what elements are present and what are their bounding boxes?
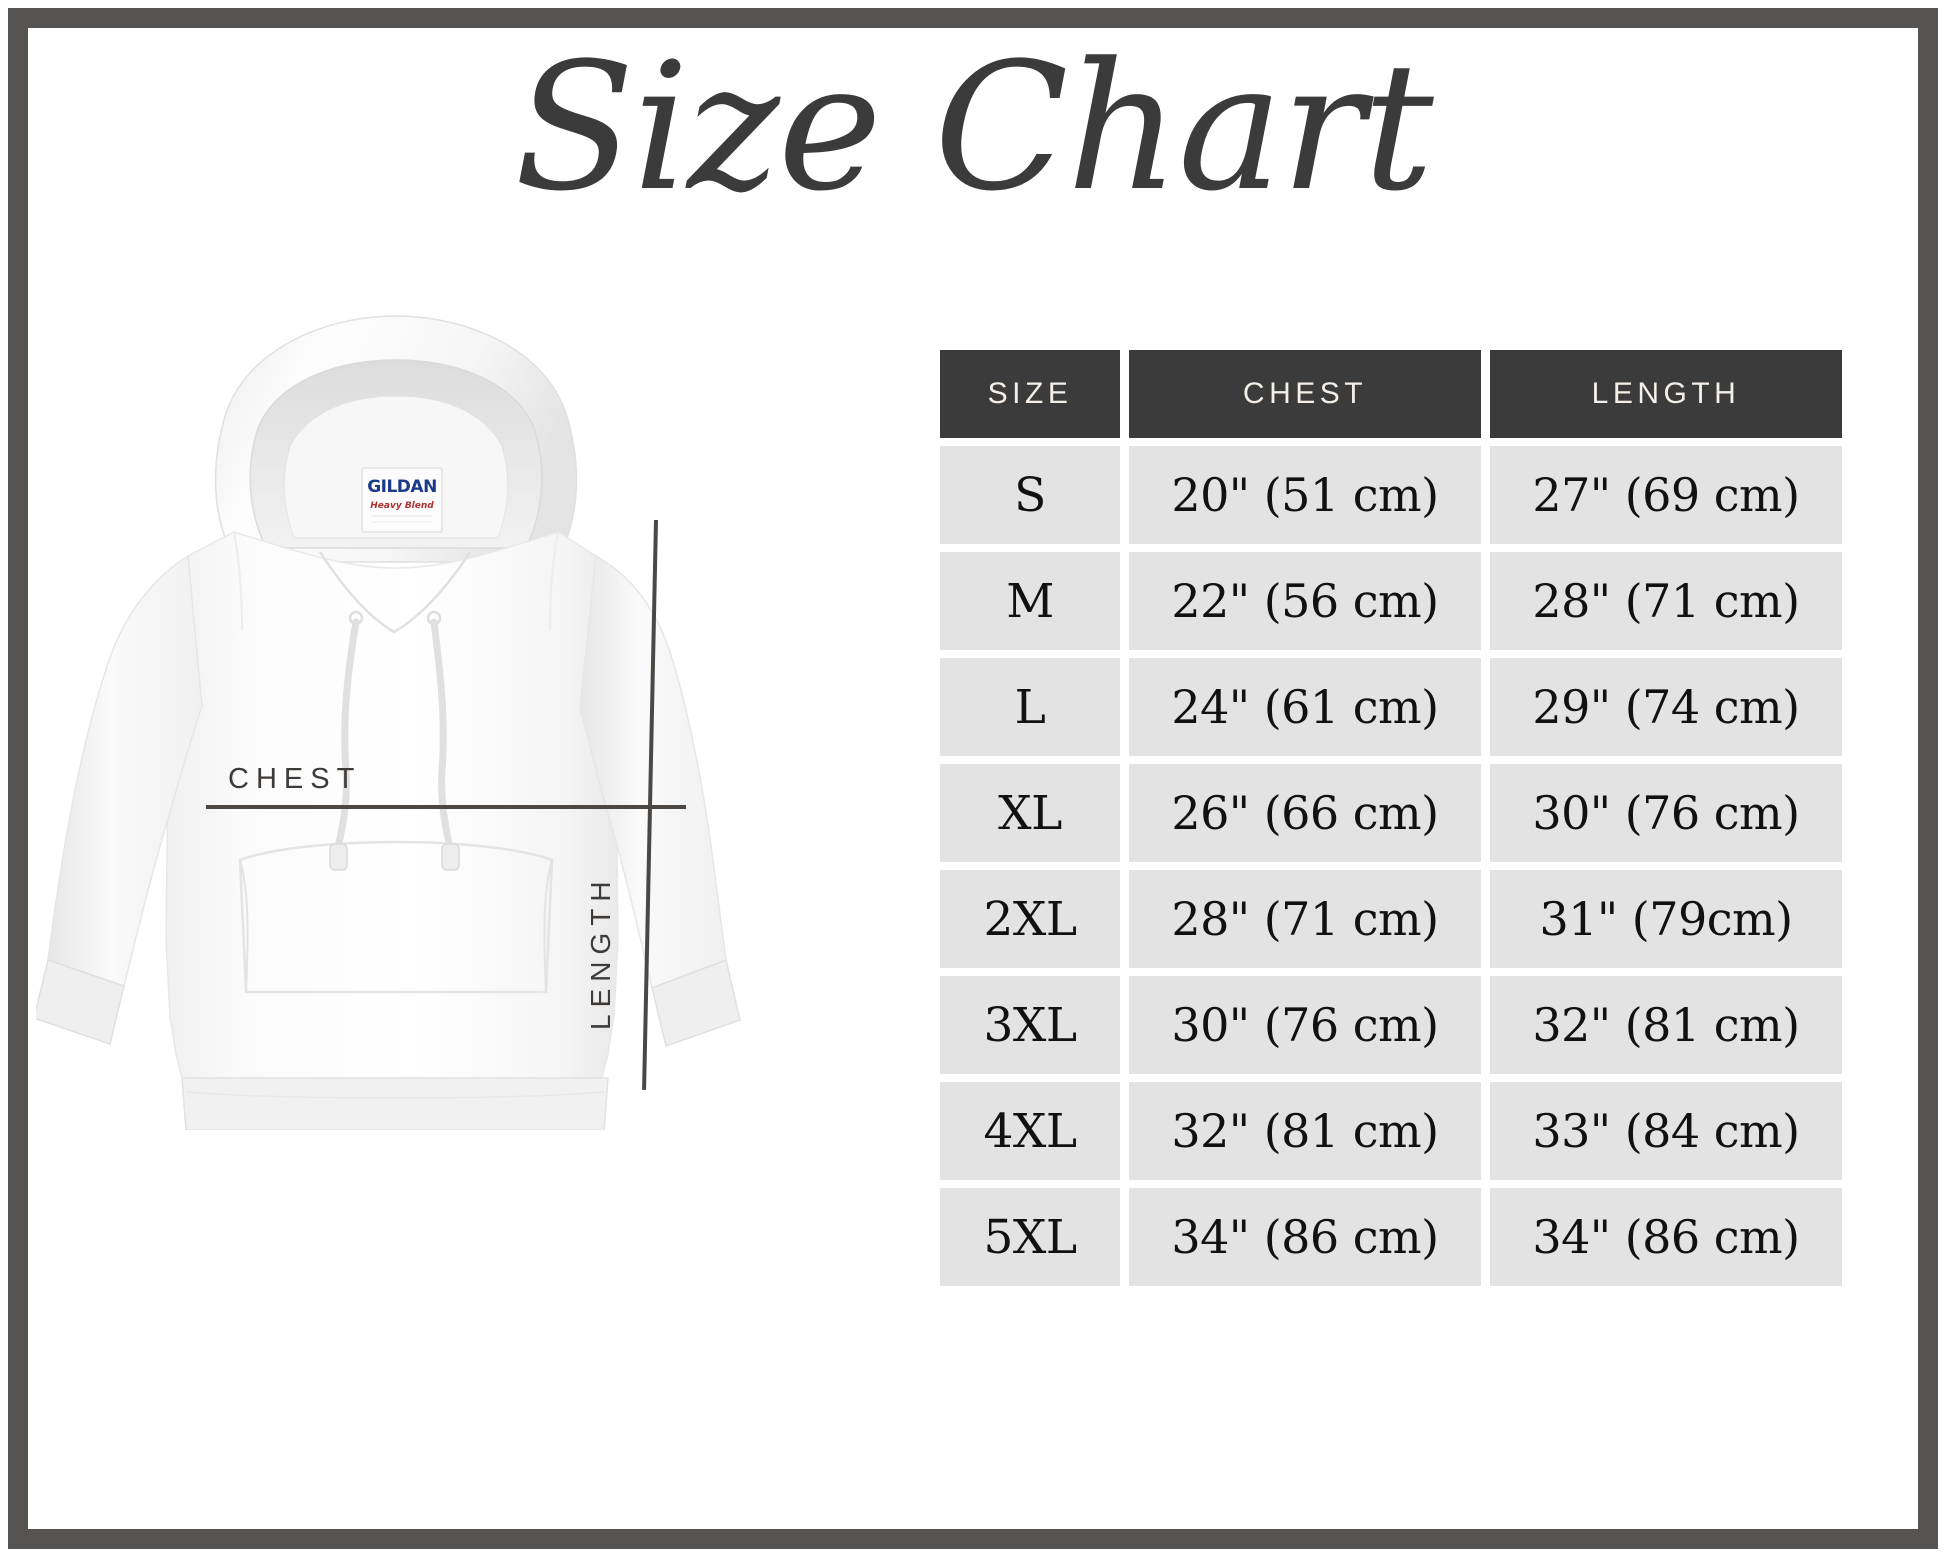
table-row: M 22" (56 cm) 28" (71 cm) <box>940 552 1852 650</box>
table-header-row: SIZE CHEST LENGTH <box>940 350 1852 438</box>
length-measure-label: LENGTH <box>585 874 616 1030</box>
table-row: 3XL 30" (76 cm) 32" (81 cm) <box>940 976 1852 1074</box>
cell-chest: 20" (51 cm) <box>1129 446 1481 544</box>
cell-chest: 26" (66 cm) <box>1129 764 1481 862</box>
svg-text:Heavy Blend: Heavy Blend <box>370 501 434 511</box>
brand-neck-tag: GILDAN Heavy Blend <box>361 467 443 533</box>
size-table: SIZE CHEST LENGTH S 20" (51 cm) 27" (69 … <box>940 350 1852 1294</box>
cell-length: 31" (79cm) <box>1490 870 1842 968</box>
chest-measure-line <box>206 805 686 809</box>
column-header-chest: CHEST <box>1129 350 1481 438</box>
cell-chest: 34" (86 cm) <box>1129 1188 1481 1286</box>
cell-size: 3XL <box>940 976 1120 1074</box>
cell-length: 27" (69 cm) <box>1490 446 1842 544</box>
chest-measure-label: CHEST <box>228 763 362 795</box>
column-header-length: LENGTH <box>1490 350 1842 438</box>
cell-length: 28" (71 cm) <box>1490 552 1842 650</box>
table-row: XL 26" (66 cm) 30" (76 cm) <box>940 764 1852 862</box>
cell-chest: 32" (81 cm) <box>1129 1082 1481 1180</box>
cell-chest: 22" (56 cm) <box>1129 552 1481 650</box>
cell-size: S <box>940 446 1120 544</box>
cell-length: 33" (84 cm) <box>1490 1082 1842 1180</box>
hoodie-graphic: GILDAN Heavy Blend <box>36 315 741 1130</box>
page-title: Size Chart <box>514 25 1434 230</box>
drawstring-right <box>430 618 454 852</box>
svg-text:GILDAN: GILDAN <box>367 477 437 497</box>
cell-length: 30" (76 cm) <box>1490 764 1842 862</box>
cell-size: L <box>940 658 1120 756</box>
cell-chest: 24" (61 cm) <box>1129 658 1481 756</box>
hoodie-illustration: GILDAN Heavy Blend <box>36 300 756 1130</box>
drawstring-left <box>334 618 360 852</box>
table-row: S 20" (51 cm) 27" (69 cm) <box>940 446 1852 544</box>
table-row: 2XL 28" (71 cm) 31" (79cm) <box>940 870 1852 968</box>
cell-size: 4XL <box>940 1082 1120 1180</box>
cell-length: 32" (81 cm) <box>1490 976 1842 1074</box>
cell-length: 34" (86 cm) <box>1490 1188 1842 1286</box>
table-row: L 24" (61 cm) 29" (74 cm) <box>940 658 1852 756</box>
cell-size: XL <box>940 764 1120 862</box>
cell-size: 5XL <box>940 1188 1120 1286</box>
cell-size: M <box>940 552 1120 650</box>
cell-chest: 28" (71 cm) <box>1129 870 1481 968</box>
column-header-size: SIZE <box>940 350 1120 438</box>
cell-chest: 30" (76 cm) <box>1129 976 1481 1074</box>
table-row: 5XL 34" (86 cm) 34" (86 cm) <box>940 1188 1852 1286</box>
cell-size: 2XL <box>940 870 1120 968</box>
table-row: 4XL 32" (81 cm) 33" (84 cm) <box>940 1082 1852 1180</box>
cell-length: 29" (74 cm) <box>1490 658 1842 756</box>
